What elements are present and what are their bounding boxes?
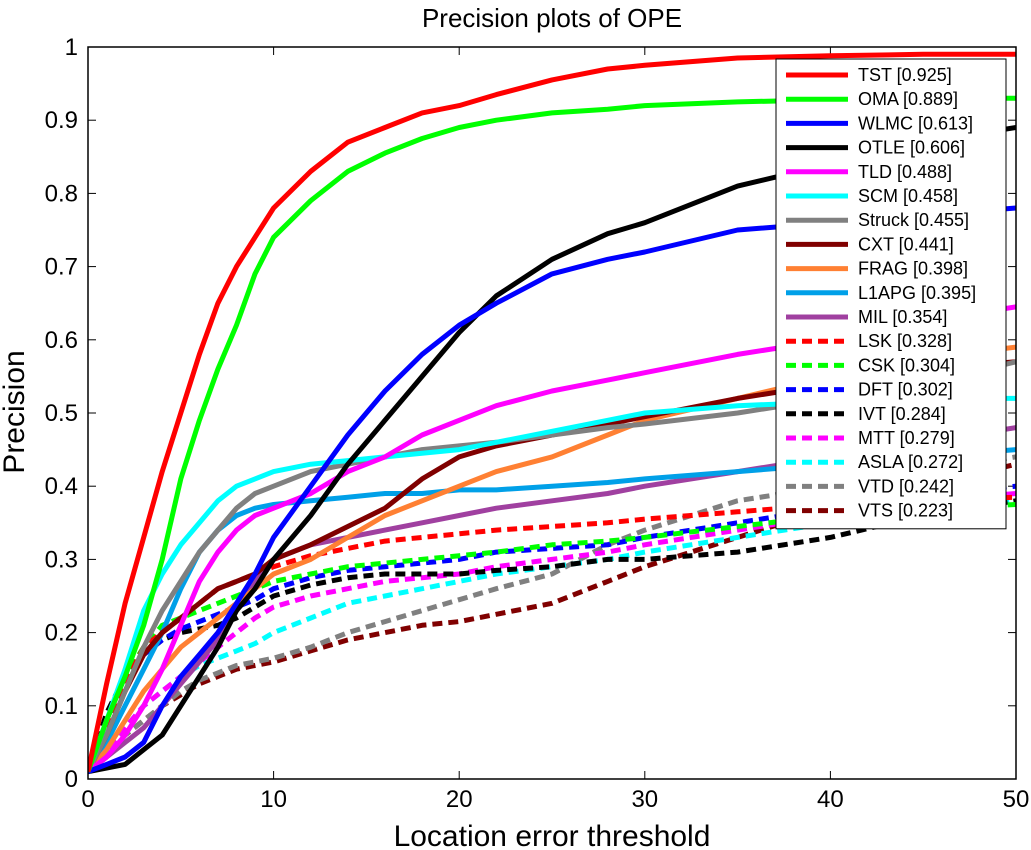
series-line-2 [88, 205, 1016, 775]
x-axis-title: Location error threshold [394, 820, 711, 850]
series-line-18 [88, 461, 1016, 774]
y-tick-label: 0.2 [45, 620, 78, 647]
legend-label-6: Struck [0.455] [858, 210, 969, 230]
x-tick-label: 0 [81, 786, 94, 813]
y-tick-label: 0.1 [45, 693, 78, 720]
series-lines [88, 51, 1016, 775]
legend-label-16: ASLA [0.272] [858, 452, 963, 472]
legend-label-14: IVT [0.284] [858, 404, 946, 424]
legend-label-17: VTD [0.242] [858, 476, 954, 496]
legend-label-3: OTLE [0.606] [858, 138, 965, 158]
series-line-1 [88, 95, 1016, 773]
series-line-17 [88, 454, 1016, 774]
legend-label-18: VTS [0.223] [858, 501, 953, 521]
legend-label-11: LSK [0.328] [858, 331, 952, 351]
series-line-3 [88, 125, 1016, 775]
legend-label-10: MIL [0.354] [858, 307, 947, 327]
x-tick-label: 30 [631, 786, 658, 813]
x-tick-label: 50 [1003, 786, 1030, 813]
chart-title: Precision plots of OPE [422, 3, 682, 33]
legend-label-2: WLMC [0.613] [858, 113, 973, 133]
y-tick-label: 0 [65, 766, 78, 793]
legend-label-5: SCM [0.458] [858, 186, 958, 206]
y-tick-label: 0.8 [45, 180, 78, 207]
y-tick-label: 1 [65, 34, 78, 61]
x-tick-label: 40 [817, 786, 844, 813]
x-tick-label: 10 [260, 786, 287, 813]
y-axis-title: Precision [0, 350, 31, 473]
legend-label-15: MTT [0.279] [858, 428, 955, 448]
y-tick-label: 0.3 [45, 546, 78, 573]
legend-label-1: OMA [0.889] [858, 89, 958, 109]
series-line-0 [88, 51, 1016, 773]
y-tick-label: 0.7 [45, 254, 78, 281]
y-tick-label: 0.5 [45, 400, 78, 427]
series-line-6 [88, 359, 1016, 773]
legend-label-13: DFT [0.302] [858, 380, 953, 400]
legend-label-12: CSK [0.304] [858, 355, 955, 375]
legend-label-9: L1APG [0.395] [858, 283, 976, 303]
series-line-15 [88, 491, 1016, 774]
legend-label-0: TST [0.925] [858, 65, 952, 85]
y-tick-label: 0.9 [45, 107, 78, 134]
y-tick-label: 0.6 [45, 327, 78, 354]
x-tick-label: 20 [446, 786, 473, 813]
series-line-11 [88, 494, 1016, 773]
legend-label-7: CXT [0.441] [858, 234, 954, 254]
legend-label-8: FRAG [0.398] [858, 259, 968, 279]
plot-frame [87, 46, 1017, 780]
series-line-4 [88, 304, 1016, 774]
legend-label-4: TLD [0.488] [858, 162, 952, 182]
legend: TST [0.925] OMA [0.889] WLMC [0.613] OTLE [… [775, 58, 1007, 530]
y-tick-label: 0.4 [45, 473, 78, 500]
series-line-12 [88, 502, 1016, 773]
axis-ticks: 0 10 20 30 40 50 0 0.1 0.2 0.3 0.4 0.5 0.6 0.7 0.8 0.9 1 [45, 34, 1030, 813]
